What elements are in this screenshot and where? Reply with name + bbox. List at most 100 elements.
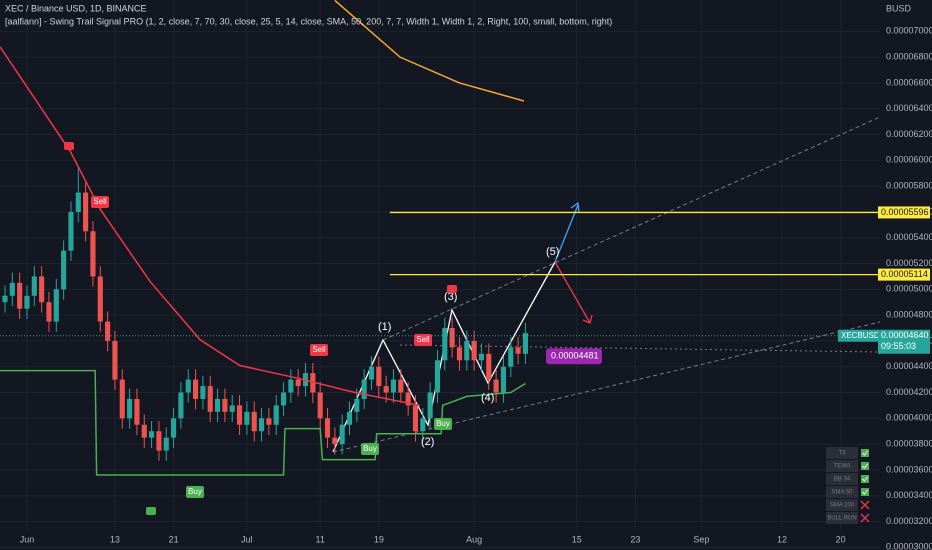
level-tag (878, 268, 930, 281)
candle-body (405, 392, 411, 406)
candle-body (112, 340, 118, 380)
y-tick-label: 0.00005200 (886, 258, 932, 268)
sell-label: Sell (416, 335, 430, 344)
candle-body (434, 360, 441, 393)
candle-body (508, 347, 514, 367)
down-arrow (554, 261, 591, 324)
candle-body (39, 276, 45, 303)
panel-cell (826, 473, 858, 485)
candle-body (75, 192, 81, 212)
buy-badge (186, 486, 204, 498)
panel-cell (826, 499, 858, 511)
candle-body (178, 392, 184, 419)
candle-body (31, 276, 37, 296)
y-tick-label: 0.00006200 (886, 129, 932, 139)
x-tick-label: 15 (572, 534, 582, 544)
sell-badge (310, 344, 328, 356)
cross-mark (860, 500, 870, 510)
y-tick-label: 0.00005000 (886, 284, 932, 294)
up-arrow (554, 204, 579, 263)
candle-body (236, 405, 243, 425)
candle-body (163, 437, 169, 451)
y-tick-label: 0.00005400 (886, 232, 932, 242)
candle-body (127, 398, 133, 419)
marker (146, 507, 156, 515)
wave-label: (4) (481, 392, 494, 404)
candle-body (97, 276, 103, 322)
candle-body (171, 418, 177, 438)
panel-cell (826, 447, 858, 459)
y-tick-label: 0.00003000 (886, 542, 932, 550)
candle-body (295, 379, 301, 387)
candle-body (273, 405, 279, 425)
sell-label: Sell (93, 197, 107, 206)
up-arrow-head (570, 201, 580, 213)
wave-label: (3) (444, 291, 457, 303)
y-tick-label: 0.00003200 (886, 516, 932, 526)
buy-badge (434, 418, 452, 430)
candle-body (24, 295, 30, 309)
candle-body (317, 392, 323, 419)
x-tick-label: 11 (316, 534, 325, 544)
currency: BUSD (886, 3, 912, 13)
check-mark (862, 489, 868, 495)
y-tick-label: 0.00003400 (886, 490, 932, 500)
candle-body (324, 418, 331, 438)
panel-label: T3 (838, 451, 846, 457)
y-tick-label: 0.00006400 (886, 103, 932, 113)
x-tick-label: 19 (374, 534, 384, 544)
countdown: 09:55:03 (881, 341, 916, 351)
y-tick-label: 0.00007000 (886, 26, 932, 36)
candle-body (420, 418, 426, 432)
candle-body (68, 211, 74, 251)
candle-body (346, 411, 353, 425)
sell-badge (91, 196, 109, 208)
indicator-line (334, 0, 525, 102)
candle-body (456, 347, 463, 361)
panel-label: BB 34 (834, 477, 851, 483)
wave-label: (2) (421, 436, 434, 448)
x-tick-label: Sep (693, 534, 709, 544)
candle-body (207, 386, 213, 412)
candle-body (258, 418, 265, 432)
marker (447, 285, 457, 293)
check-mark (862, 450, 868, 456)
last-tag (878, 329, 930, 354)
candle-body (354, 398, 360, 412)
candle-body (119, 379, 125, 419)
indicator-line (0, 46, 421, 407)
check-mark (862, 476, 868, 482)
symbol-title: XEC / Binance USD, 1D, BINANCE (5, 3, 147, 13)
candle-body (2, 295, 8, 303)
candle-body (390, 379, 397, 393)
panel-label: SMA 50 (831, 490, 853, 496)
indicator-line (0, 369, 526, 476)
level-label: 0.00005596 (881, 207, 929, 217)
candle-body (398, 379, 404, 393)
candle-body (200, 386, 206, 399)
level-label: 0.00005114 (881, 269, 928, 279)
wave-label: (5) (546, 246, 559, 258)
grid (0, 0, 880, 548)
level-tag (878, 206, 930, 219)
candle-body (361, 379, 367, 399)
buy-label: Buy (363, 444, 377, 453)
sell-badge (414, 334, 432, 346)
candle-body (280, 392, 287, 406)
y-tick-label: 0.00006800 (886, 52, 932, 62)
candle-body (383, 386, 389, 393)
candle-body (83, 192, 89, 232)
symbol-tag (838, 329, 878, 342)
candle-body (61, 250, 67, 290)
panel-label: BULL RUN (827, 516, 856, 522)
x-tick-label: 12 (777, 534, 787, 544)
panel-label: SMA 200 (830, 503, 855, 509)
indicator-panel: T3 TEMA BB 34 SMA 50 SMA 200 BULL RUN (826, 447, 870, 524)
candle-body (471, 340, 477, 361)
candle-body (310, 373, 316, 393)
y-tick-label: 0.00004000 (886, 413, 932, 423)
check-box (861, 488, 869, 496)
candle-body (9, 282, 15, 296)
y-tick-label: 0.00005800 (886, 181, 932, 191)
candle-body (464, 340, 470, 361)
